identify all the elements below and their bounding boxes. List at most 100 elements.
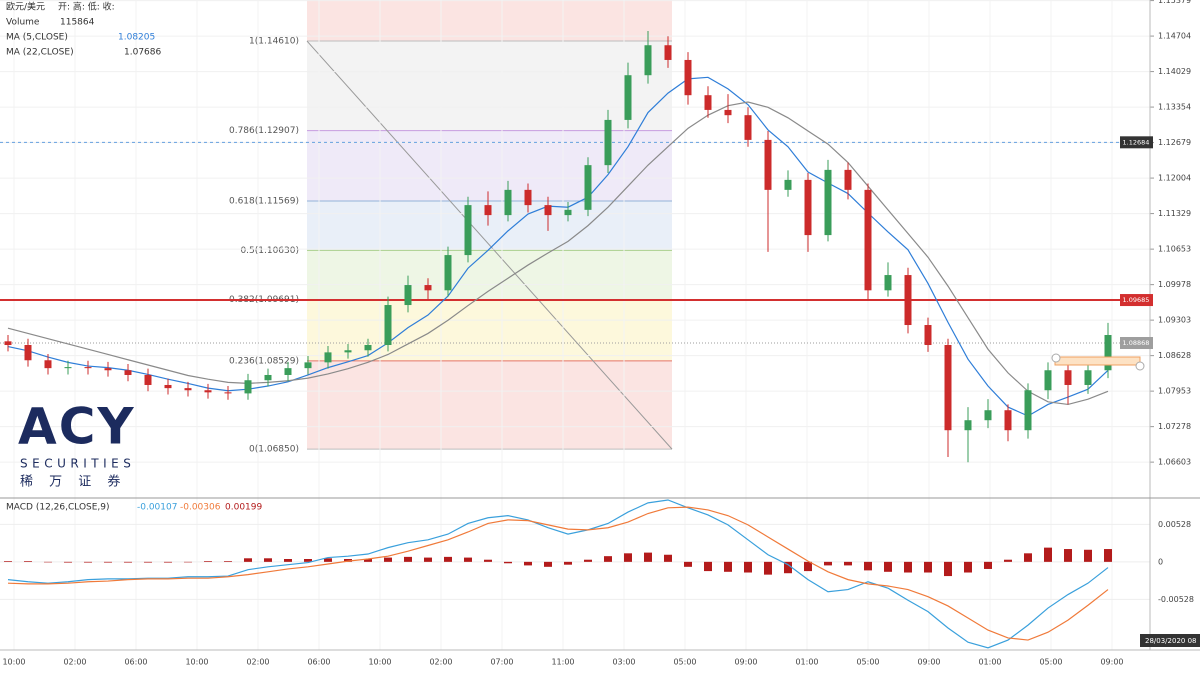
macd-histogram [4, 561, 12, 562]
macd-histogram [664, 554, 672, 562]
candle-body [104, 368, 112, 371]
x-tick-label: 07:00 [490, 658, 513, 667]
candle-body [464, 205, 472, 256]
macd-histogram [744, 561, 752, 573]
x-tick-label: 05:00 [673, 658, 696, 667]
macd-histogram [564, 561, 572, 565]
plot [0, 31, 1150, 649]
macd-histogram [324, 558, 332, 562]
moving-average [7, 76, 1109, 417]
fib-band [307, 299, 672, 361]
y-tick-label: 1.10653 [1158, 245, 1191, 254]
macd-histogram [724, 561, 732, 572]
candle-body [24, 345, 32, 361]
price-tag-label: 1.08868 [1123, 339, 1150, 347]
x-tick-label: 01:00 [978, 658, 1001, 667]
macd-histogram [1104, 549, 1112, 562]
candle-body [184, 388, 192, 391]
macd-histogram [244, 558, 252, 562]
candle-body [44, 360, 52, 369]
y-tick-label: -0.00528 [1158, 595, 1194, 604]
x-tick-label: 02:00 [63, 658, 86, 667]
y-tick-label: 1.12679 [1158, 138, 1191, 147]
y-tick-label: 1.13354 [1158, 103, 1191, 112]
y-tick-label: 1.07278 [1158, 422, 1191, 431]
fib-band [307, 250, 672, 300]
fib-band [307, 0, 672, 42]
x-tick-label: 06:00 [124, 658, 147, 667]
price-tag [1120, 337, 1153, 350]
macd-histogram [464, 557, 472, 562]
fib-label: 0(1.06850) [249, 445, 299, 455]
macd-histogram [1024, 553, 1032, 562]
price-tag-label: 1.12684 [1123, 138, 1150, 146]
y-tick-label: 0 [1158, 557, 1163, 566]
candle-body [244, 380, 252, 394]
fib-band [307, 41, 672, 131]
y-tick-label: 1.06603 [1158, 458, 1191, 467]
x-tick-label: 10:00 [2, 658, 25, 667]
macd-histogram [964, 561, 972, 573]
date-tag [1140, 634, 1200, 647]
macd-histogram [164, 561, 172, 563]
macd-histogram [284, 559, 292, 562]
candle-body [764, 139, 772, 190]
macd-histogram [824, 561, 832, 566]
candle-body [1064, 370, 1072, 385]
candle-body [904, 275, 912, 326]
macd-histogram [884, 561, 892, 572]
candle-body [4, 341, 12, 346]
macd-histogram [1084, 549, 1092, 562]
price-tag [1120, 136, 1153, 149]
macd-histogram [24, 561, 32, 562]
candle-body [524, 189, 532, 206]
signal-value: -0.00306 [180, 503, 221, 513]
candle-body [324, 352, 332, 363]
candle-body [884, 275, 892, 291]
fib-band [307, 130, 672, 201]
candle-body [364, 345, 372, 351]
ma22-value: 1.07686 [124, 48, 161, 58]
candle-body [544, 205, 552, 216]
fib-label: 0.236(1.08529) [229, 356, 299, 366]
fib-trend [306, 40, 673, 450]
macd-histogram [344, 559, 352, 562]
macd-histogram [984, 561, 992, 569]
macd-histogram [504, 561, 512, 564]
y-tick-label: 1.12004 [1158, 174, 1191, 183]
candle-body [124, 370, 132, 375]
logo: ACY SECURITIES 稀 万 证 券 [18, 398, 136, 490]
logo-name: ACY [18, 398, 136, 456]
candle-body [804, 179, 812, 236]
macd-histogram [944, 561, 952, 577]
x-tick-label: 06:00 [307, 658, 330, 667]
macd-histogram [364, 559, 372, 562]
y-tick-label: 1.09978 [1158, 280, 1191, 289]
candle-body [944, 345, 952, 431]
candle-body [1084, 370, 1092, 385]
candle-body [664, 45, 672, 60]
macd-histogram [864, 561, 872, 571]
candle-body [284, 368, 292, 375]
macd-histogram [424, 557, 432, 562]
y-tick-label: 1.09303 [1158, 316, 1191, 325]
y-tick-label: 1.07953 [1158, 387, 1191, 396]
price-tag-label: 1.09685 [1123, 296, 1150, 304]
macd-line [7, 499, 1109, 649]
candle-body [224, 392, 232, 394]
macd-histogram [584, 559, 592, 562]
candle-body [984, 410, 992, 421]
macd-histogram [604, 556, 612, 562]
macd-histogram [764, 561, 772, 575]
y-tick-label: 1.08628 [1158, 351, 1191, 360]
macd-value: -0.00107 [137, 503, 177, 513]
macd-histogram [784, 561, 792, 574]
candle-body [344, 350, 352, 353]
volume-label: Volume [6, 18, 40, 28]
macd-histogram [204, 561, 212, 562]
candle-body [824, 169, 832, 236]
macd-histogram [484, 559, 492, 562]
fib-label: 0.618(1.11569) [229, 196, 299, 206]
y-tick-label: 0.00528 [1158, 520, 1191, 529]
fib-band [307, 360, 672, 450]
